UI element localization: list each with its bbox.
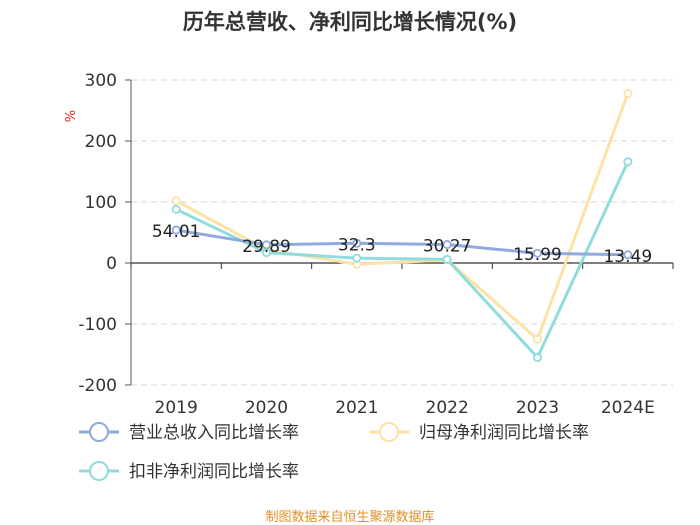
data-label: 30.27	[423, 237, 472, 257]
y-tick-label: 100	[85, 193, 117, 213]
x-tick-label: 2022	[426, 398, 469, 418]
data-point	[623, 157, 633, 167]
legend-label: 扣非净利润同比增长率	[129, 462, 299, 482]
series-line	[175, 228, 628, 257]
data-point	[171, 204, 181, 214]
data-point	[442, 254, 452, 264]
y-tick-label: -100	[78, 315, 117, 335]
legend-swatch-marker	[89, 461, 109, 481]
data-point	[352, 253, 362, 263]
y-tick-label: 0	[106, 254, 117, 274]
legend-label: 营业总收入同比增长率	[129, 423, 299, 443]
x-tick-label: 2024E	[601, 398, 655, 418]
data-point	[533, 334, 543, 344]
legend-swatch-marker	[379, 422, 399, 442]
series-line	[175, 92, 630, 341]
data-point	[623, 88, 633, 98]
data-point	[533, 353, 543, 363]
data-point	[623, 250, 633, 260]
grid-layer	[131, 79, 673, 386]
data-label: 54.01	[152, 222, 201, 242]
data-label: 13.49	[603, 247, 652, 267]
series-line	[175, 161, 630, 360]
data-label: 15.99	[513, 245, 562, 265]
series-layer	[171, 88, 633, 363]
y-tick-label: 300	[85, 71, 117, 91]
x-tick-label: 2020	[245, 398, 288, 418]
data-point	[352, 238, 362, 248]
data-point	[171, 196, 181, 206]
legend-item[interactable]: 归母净利润同比增长率	[369, 422, 589, 443]
data-point	[261, 240, 271, 250]
data-point	[533, 248, 543, 258]
legend-swatch-marker	[89, 422, 109, 442]
x-tick-label: 2019	[155, 398, 198, 418]
y-tick-label: -200	[78, 376, 117, 396]
source-note: 制图数据来自恒生聚源数据库	[265, 509, 434, 525]
x-tick-label: 2023	[516, 398, 559, 418]
data-point	[171, 225, 181, 235]
x-tick-label: 2021	[335, 398, 378, 418]
data-label-layer: 54.01 29.89 32.3 30.27 15.99 13.49	[152, 222, 652, 267]
axis-layer: 300 200 100 0 -100 -200 2019 2020 2021 2022 2023 20…	[78, 71, 674, 418]
data-label: 29.89	[242, 237, 291, 257]
legend-label: 归母净利润同比增长率	[419, 423, 589, 443]
legend-item[interactable]: 营业总收入同比增长率	[79, 422, 299, 443]
y-tick-label: 200	[85, 132, 117, 152]
data-label: 32.3	[338, 235, 376, 255]
data-point	[442, 240, 452, 250]
y-axis-unit: %	[64, 110, 79, 122]
chart-title: 历年总营收、净利同比增长情况(%)	[183, 10, 517, 34]
legend-item[interactable]: 扣非净利润同比增长率	[79, 461, 299, 482]
